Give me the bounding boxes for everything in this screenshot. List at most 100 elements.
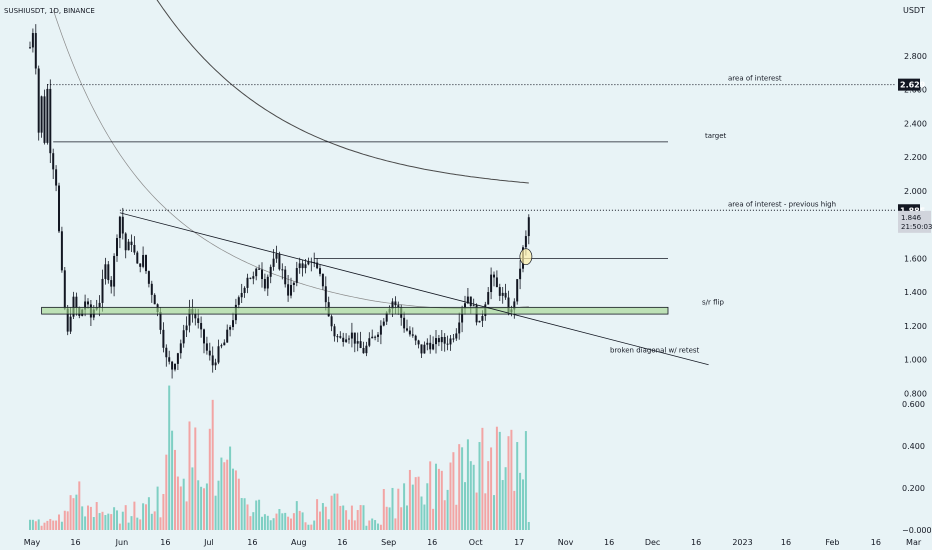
candle: [200, 316, 203, 338]
candle-body: [43, 96, 46, 143]
candle-body: [211, 355, 214, 366]
candle: [136, 250, 139, 264]
candle-body: [200, 322, 203, 330]
x-tick-label: 16: [691, 538, 701, 547]
volume-bar: [191, 467, 194, 530]
candle: [446, 335, 449, 351]
candle-body: [469, 296, 472, 306]
candle-body: [220, 345, 223, 347]
volume-bar: [153, 511, 156, 530]
candle-body: [406, 328, 408, 331]
y-tick-label: 1.400: [904, 288, 927, 297]
volume-bar: [350, 505, 353, 530]
volume-bar: [34, 521, 37, 530]
candle: [40, 95, 43, 138]
candle: [324, 276, 327, 311]
volume-bar: [371, 518, 374, 530]
candle: [63, 266, 66, 311]
candle: [290, 277, 292, 299]
price-badge: 2.629: [898, 78, 926, 91]
candle: [301, 259, 304, 277]
volume-bar: [49, 518, 52, 530]
volume-bar: [261, 516, 263, 530]
x-tick-label: Mar: [906, 538, 922, 547]
annotation-label: target: [705, 132, 727, 140]
volume-bar: [281, 513, 284, 530]
candle: [330, 314, 333, 332]
x-tick-label: 16: [781, 538, 791, 547]
candle: [261, 262, 263, 288]
candle-body: [118, 216, 121, 239]
candle-body: [110, 280, 113, 287]
candle-body: [171, 361, 174, 370]
candle-body: [353, 332, 356, 344]
candle: [229, 325, 232, 337]
candle: [185, 316, 188, 337]
volume-bar: [31, 519, 34, 530]
x-tick-label: Aug: [291, 538, 307, 547]
x-tick-label: Dec: [645, 538, 660, 547]
volume-bar: [507, 436, 510, 530]
candle: [130, 234, 133, 253]
candle-body: [197, 318, 200, 323]
volume-bar: [356, 510, 359, 530]
volume-bar: [188, 421, 191, 530]
volume-bar: [60, 521, 63, 530]
x-tick-label: Oct: [469, 538, 483, 547]
volume-bar: [304, 522, 307, 530]
candle-body: [336, 336, 339, 338]
volume-bar: [237, 478, 240, 530]
volume-bar: [301, 512, 304, 530]
candle-body: [69, 316, 72, 332]
candle: [116, 234, 118, 262]
candle-body: [258, 268, 261, 270]
candle: [127, 239, 130, 251]
volume-bar: [272, 518, 275, 530]
candle: [414, 334, 417, 346]
volume-bar: [458, 444, 461, 530]
candle-body: [237, 297, 240, 305]
volume-bar: [179, 486, 182, 530]
volume-bar: [455, 504, 458, 530]
candle-body: [84, 301, 87, 310]
candle: [379, 320, 382, 345]
volume-bar: [414, 477, 417, 530]
candle: [501, 286, 504, 304]
candle-body: [34, 33, 37, 69]
candle-body: [350, 332, 353, 339]
candle-body: [443, 336, 446, 344]
volume-bar: [513, 490, 516, 530]
candle-body: [145, 255, 147, 272]
candle: [423, 341, 426, 354]
volume-bar: [298, 510, 301, 530]
volume-bar: [205, 483, 208, 530]
candle-body: [66, 308, 69, 332]
volume-bar: [295, 501, 298, 530]
x-tick-label: 16: [871, 538, 881, 547]
candle: [226, 324, 229, 343]
candle-body: [417, 340, 420, 345]
x-tick-label: 16: [70, 538, 80, 547]
candle-body: [304, 264, 307, 269]
volume-bar: [327, 519, 330, 530]
volume-bar: [249, 516, 252, 530]
candle-body: [101, 278, 104, 303]
volume-bar: [269, 520, 272, 530]
volume-bar: [391, 487, 394, 530]
candle: [417, 339, 420, 349]
y-tick-label: 1.000: [904, 356, 927, 365]
volume-bar: [475, 492, 478, 530]
candle-body: [501, 292, 504, 296]
x-tick-label: Nov: [558, 538, 574, 547]
candle: [31, 28, 34, 53]
candle-body: [516, 279, 519, 302]
axis-unit: USDT: [903, 6, 925, 15]
candle: [142, 246, 145, 269]
volume-tick-label: 0.200: [902, 484, 925, 493]
candle: [121, 207, 124, 240]
volume-bar: [226, 459, 229, 530]
candle: [220, 343, 223, 349]
volume-bar: [284, 512, 287, 530]
volume-bar: [490, 447, 493, 530]
